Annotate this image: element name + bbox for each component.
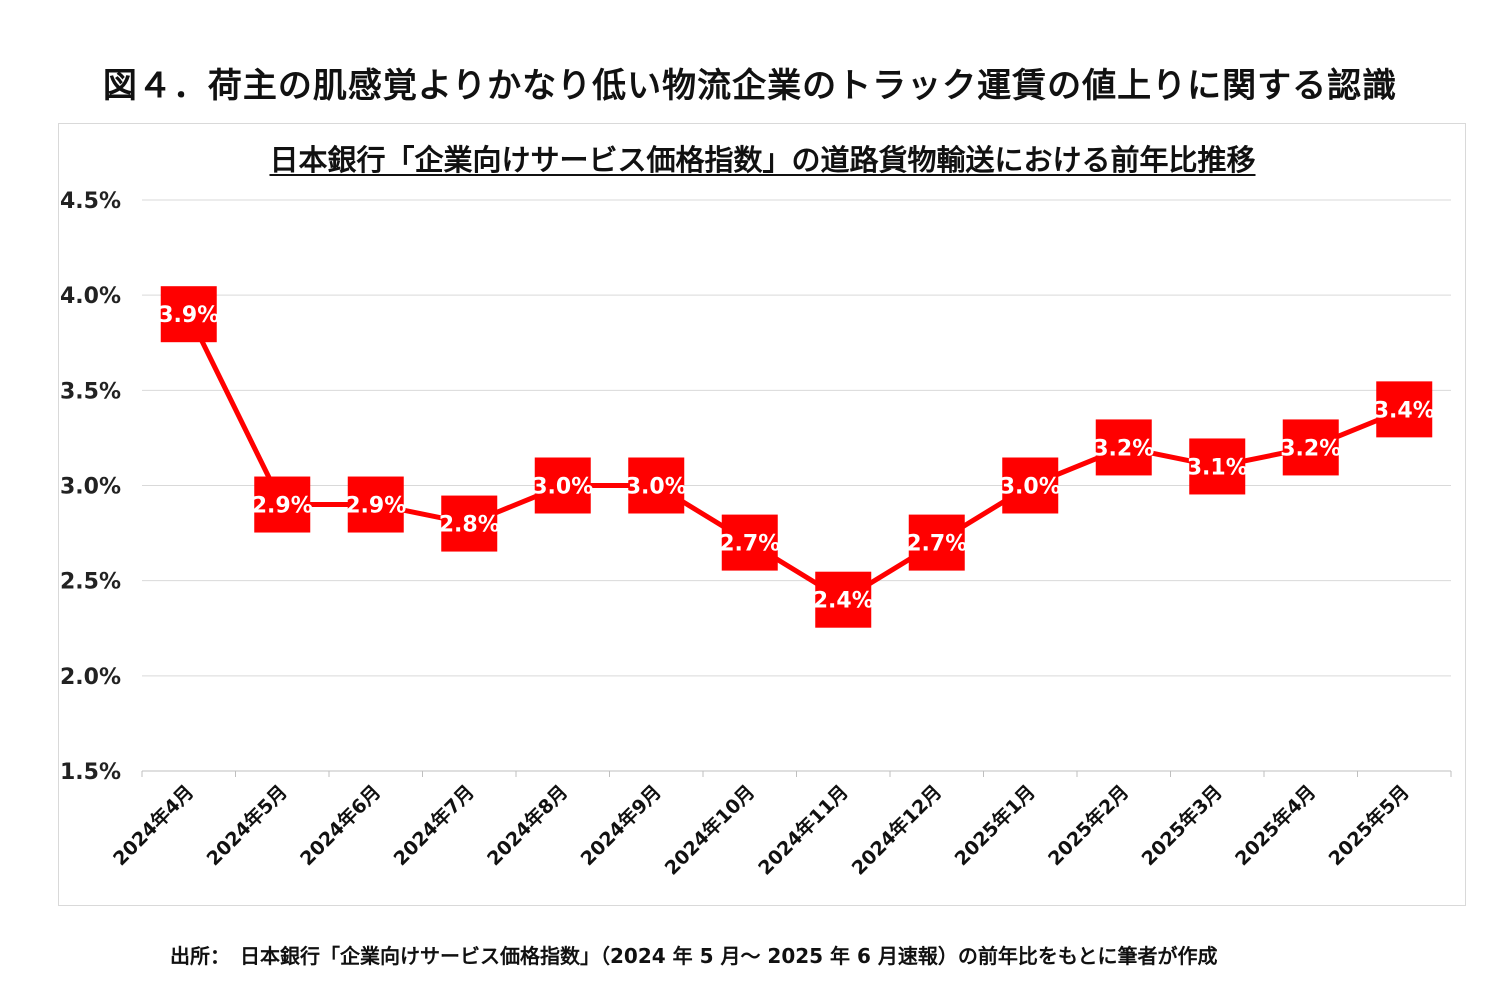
data-label: 2.7%: [906, 532, 967, 557]
data-point-marker: [441, 495, 498, 552]
data-point-marker: [1189, 438, 1246, 495]
x-tick-label: 2024年4月: [108, 780, 198, 870]
x-tick-label: 2025年3月: [1137, 780, 1227, 870]
chart-frame: [58, 123, 1466, 906]
data-label: 2.7%: [719, 532, 780, 557]
x-tick-label: 2025年4月: [1230, 780, 1320, 870]
x-tick-label: 2024年8月: [482, 780, 572, 870]
y-tick-label: 4.5%: [60, 189, 121, 214]
x-tick-label: 2024年12月: [847, 780, 946, 879]
source-footnote: 出所： 日本銀行「企業向けサービス価格指数」（2024 年 5 月～ 2025 …: [170, 944, 1218, 968]
x-tick-label: 2024年7月: [389, 780, 479, 870]
data-label: 2.8%: [439, 513, 500, 538]
data-point-marker: [254, 476, 311, 533]
data-label: 3.0%: [626, 475, 687, 500]
data-label: 3.2%: [1280, 436, 1341, 461]
x-tick-label: 2024年9月: [576, 780, 666, 870]
data-point-marker: [1002, 457, 1059, 514]
y-tick-label: 1.5%: [60, 760, 121, 785]
data-label: 3.0%: [532, 475, 593, 500]
data-point-marker: [908, 514, 965, 571]
data-point-marker: [534, 457, 591, 514]
y-tick-label: 4.0%: [60, 284, 121, 309]
y-tick-label: 3.5%: [60, 379, 121, 404]
data-label: 2.9%: [345, 494, 406, 519]
chart-title: 日本銀行「企業向けサービス価格指数」の道路貨物輸送における前年比推移: [269, 143, 1256, 177]
figure-title: 図４．荷主の肌感覚よりかなり低い物流企業のトラック運賃の値上りに関する認識: [102, 66, 1398, 106]
data-label: 3.2%: [1093, 436, 1154, 461]
data-point-marker: [1282, 419, 1339, 476]
data-point-marker: [628, 457, 685, 514]
data-point-marker: [347, 476, 404, 533]
data-label: 2.4%: [813, 589, 874, 614]
y-tick-label: 2.0%: [60, 665, 121, 690]
x-tick-label: 2025年2月: [1043, 780, 1133, 870]
x-tick-label: 2024年5月: [202, 780, 292, 870]
data-point-marker: [721, 514, 778, 571]
x-tick-label: 2025年5月: [1324, 780, 1414, 870]
data-point-marker: [1095, 419, 1152, 476]
x-tick-label: 2024年11月: [754, 780, 853, 879]
data-label: 3.9%: [158, 303, 219, 328]
x-tick-label: 2024年10月: [660, 780, 759, 879]
data-point-marker: [160, 286, 217, 343]
x-tick-label: 2024年6月: [295, 780, 385, 870]
data-label: 3.1%: [1187, 455, 1248, 480]
data-point-marker: [1376, 381, 1433, 438]
x-tick-label: 2025年1月: [950, 780, 1040, 870]
data-label: 3.0%: [1000, 475, 1061, 500]
y-tick-label: 3.0%: [60, 475, 121, 500]
data-point-marker: [815, 571, 872, 628]
data-label: 2.9%: [252, 494, 313, 519]
data-label: 3.4%: [1374, 398, 1435, 423]
y-tick-label: 2.5%: [60, 570, 121, 595]
